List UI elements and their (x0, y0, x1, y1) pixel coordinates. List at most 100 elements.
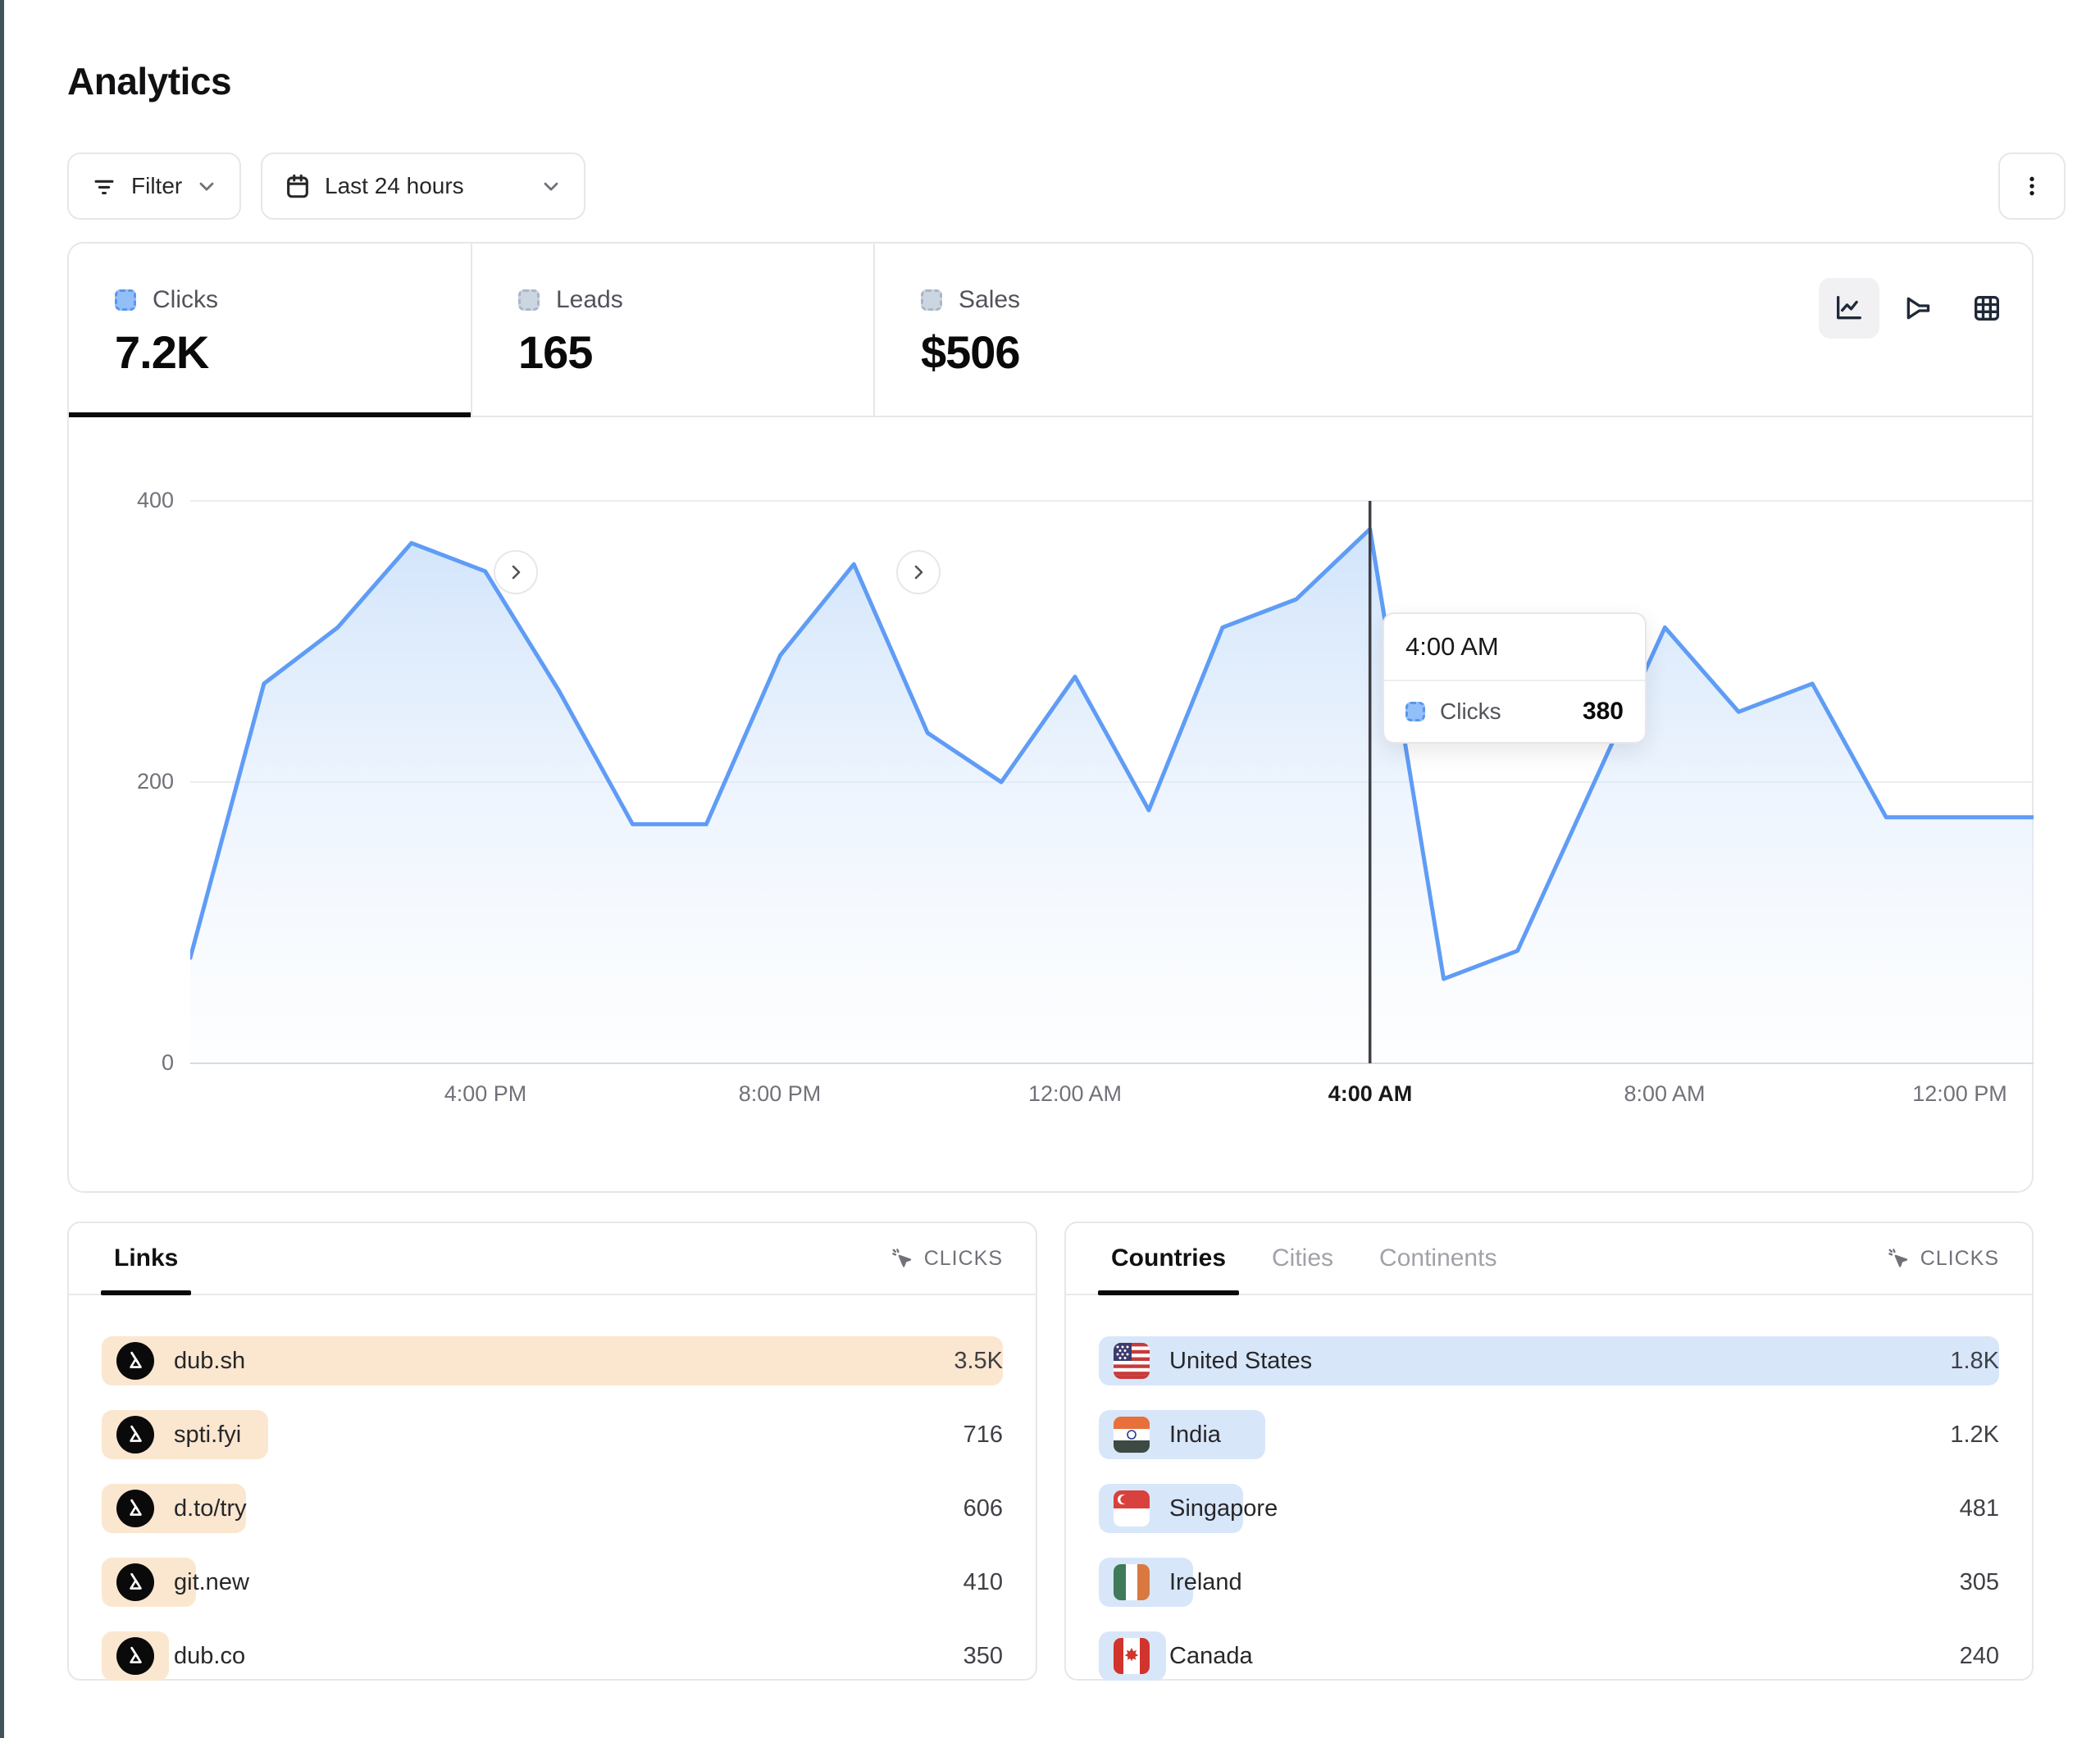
funnel-icon (1902, 292, 1934, 325)
country-row[interactable]: United States 1.8K (1099, 1336, 1999, 1385)
link-label: d.to/try (174, 1495, 247, 1522)
country-clicks-value: 1.2K (1950, 1421, 1999, 1448)
chevron-down-icon (195, 175, 218, 198)
cursor-rays-icon (1886, 1246, 1911, 1271)
country-clicks-value: 1.8K (1950, 1347, 1999, 1374)
us-flag-icon (1114, 1343, 1150, 1379)
tab-leads[interactable]: Leads 165 (472, 243, 873, 417)
country-label: Singapore (1169, 1495, 1278, 1522)
table-view-button[interactable] (1957, 278, 2017, 339)
clicks-area-chart[interactable] (190, 461, 2034, 1067)
stat-value: $506 (921, 326, 1021, 378)
x-axis-tick: 8:00 PM (738, 1081, 822, 1106)
geo-metric-selector[interactable]: CLICKS (1886, 1246, 1999, 1271)
window-edge-strip (0, 0, 4, 1738)
x-axis-tick: 4:00 PM (444, 1081, 527, 1106)
link-clicks-value: 410 (963, 1568, 1003, 1595)
x-axis-tick: 4:00 AM (1328, 1081, 1413, 1106)
y-axis-label-200: 200 (136, 769, 174, 794)
chart-line (190, 526, 2034, 981)
stat-label: Sales (959, 286, 1021, 313)
link-row[interactable]: spti.fyi 716 (102, 1410, 1003, 1459)
stat-value: 7.2K (115, 326, 209, 378)
y-axis-label-0: 0 (161, 1050, 174, 1075)
kebab-menu-icon (2019, 173, 2045, 199)
countries-list: United States 1.8K India 1.2K Singapore … (1099, 1336, 1999, 1705)
expand-clicks-chevron-button[interactable] (494, 550, 538, 594)
link-clicks-value: 606 (963, 1495, 1003, 1522)
x-axis: 4:00 PM 8:00 PM 12:00 AM 4:00 AM 8:00 AM 12:0… (190, 1081, 2034, 1117)
link-label: dub.co (174, 1642, 246, 1669)
link-clicks-value: 350 (963, 1642, 1003, 1669)
line-chart-view-button[interactable] (1819, 278, 1879, 339)
funnel-view-button[interactable] (1888, 278, 1948, 339)
links-panel: Links CLICKS dub.sh 3.5K (67, 1222, 1037, 1681)
stat-label: Leads (556, 286, 623, 313)
table-grid-icon (1970, 292, 2003, 325)
link-clicks-value: 3.5K (954, 1347, 1003, 1374)
canada-flag-icon (1114, 1638, 1150, 1674)
link-row[interactable]: dub.sh 3.5K (102, 1336, 1003, 1385)
dub-logo-icon (116, 1637, 154, 1675)
tooltip-series-label: Clicks (1440, 698, 1501, 724)
more-options-button[interactable] (1998, 152, 2066, 220)
tab-countries[interactable]: Countries (1098, 1223, 1240, 1295)
active-tab-underline (69, 412, 471, 417)
chart-tooltip: 4:00 AM Clicks 380 (1383, 612, 1647, 744)
expand-leads-chevron-button[interactable] (896, 550, 941, 594)
chart-area-fill (190, 529, 2034, 1063)
x-axis-tick: 12:00 AM (1027, 1081, 1123, 1106)
country-clicks-value: 305 (1959, 1568, 1999, 1595)
calendar-icon (284, 172, 312, 200)
active-tab-underline (1098, 1290, 1240, 1295)
y-axis-label-400: 400 (136, 488, 174, 512)
line-chart-icon (1833, 292, 1865, 325)
country-row[interactable]: Singapore 481 (1099, 1484, 1999, 1533)
geo-panel: Countries Cities Continents CLICKS Unite… (1064, 1222, 2034, 1681)
date-range-button[interactable]: Last 24 hours (261, 152, 585, 220)
tab-sales[interactable]: Sales $506 (875, 243, 1367, 417)
dub-logo-icon (116, 1490, 154, 1527)
country-clicks-value: 481 (1959, 1495, 1999, 1522)
country-row[interactable]: Canada 240 (1099, 1631, 1999, 1681)
filter-icon (90, 172, 118, 200)
tab-clicks[interactable]: Clicks 7.2K (69, 243, 471, 417)
link-row[interactable]: d.to/try 606 (102, 1484, 1003, 1533)
chart-view-switcher (1819, 278, 2017, 339)
link-row[interactable]: git.new 410 (102, 1558, 1003, 1607)
country-label: United States (1169, 1347, 1313, 1374)
x-axis-tick: 8:00 AM (1624, 1081, 1706, 1106)
country-row[interactable]: India 1.2K (1099, 1410, 1999, 1459)
links-list: dub.sh 3.5K spti.fyi 716 d.to/try 606 (102, 1336, 1003, 1705)
filter-button[interactable]: Filter (67, 152, 241, 220)
tooltip-value: 380 (1582, 698, 1624, 725)
link-row[interactable]: dub.co 350 (102, 1631, 1003, 1681)
active-tab-underline (101, 1290, 192, 1295)
chevron-down-icon (540, 175, 563, 198)
stat-value: 165 (518, 326, 593, 378)
link-label: git.new (174, 1568, 249, 1595)
dub-logo-icon (116, 1563, 154, 1601)
singapore-flag-icon (1114, 1490, 1150, 1526)
tab-continents[interactable]: Continents (1379, 1244, 1497, 1272)
tooltip-time: 4:00 AM (1384, 614, 1645, 681)
stat-tabs-row: Clicks 7.2K Leads 165 Sales $506 (69, 243, 2032, 594)
links-metric-selector[interactable]: CLICKS (890, 1246, 1003, 1271)
sales-legend-square-icon (921, 289, 942, 311)
country-label: India (1169, 1421, 1221, 1448)
tab-cities[interactable]: Cities (1272, 1244, 1334, 1272)
link-label: dub.sh (174, 1347, 246, 1374)
x-axis-tick: 12:00 PM (1912, 1081, 2007, 1106)
country-label: Ireland (1169, 1568, 1242, 1595)
dub-logo-icon (116, 1342, 154, 1380)
tab-links[interactable]: Links (101, 1223, 192, 1295)
link-clicks-value: 716 (963, 1421, 1003, 1448)
divider (873, 243, 875, 417)
cursor-rays-icon (890, 1246, 914, 1271)
metric-label: CLICKS (1920, 1246, 1999, 1270)
country-clicks-value: 240 (1959, 1642, 1999, 1669)
filter-button-label: Filter (131, 173, 183, 198)
country-label: Canada (1169, 1642, 1253, 1669)
divider (471, 243, 472, 417)
country-row[interactable]: Ireland 305 (1099, 1558, 1999, 1607)
